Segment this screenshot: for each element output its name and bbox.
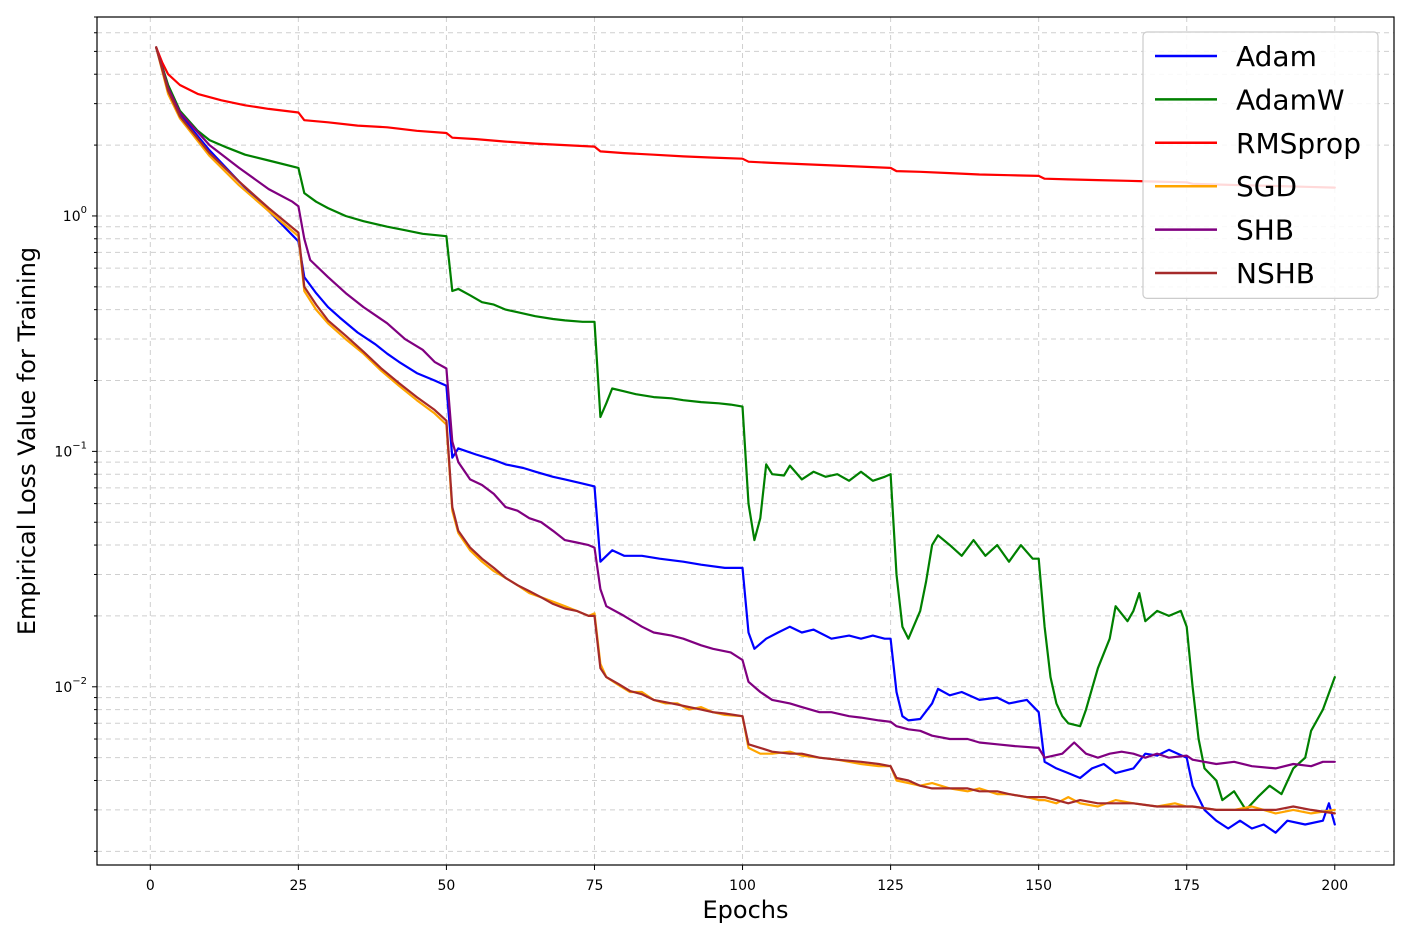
x-tick-label: 200 — [1321, 878, 1348, 894]
series-line-adamw — [155, 46, 1336, 811]
y-axis-title: Empirical Loss Value for Training — [13, 247, 41, 635]
legend-label: SGD — [1236, 170, 1297, 203]
series-line-rmsprop — [155, 46, 1336, 189]
x-tick-label: 75 — [586, 878, 604, 894]
x-tick-label: 100 — [729, 878, 756, 894]
legend-label: NSHB — [1236, 257, 1315, 290]
x-axis-title: Epochs — [703, 896, 789, 924]
legend-label: Adam — [1236, 40, 1317, 73]
axis-ticks: 0 25 50 75 100 125 150 175 200 100 10−1 10−2 — [54, 16, 1348, 894]
legend-label: AdamW — [1236, 83, 1345, 116]
x-tick-label: 25 — [289, 878, 307, 894]
x-tick-label: 125 — [877, 878, 904, 894]
legend-label: RMSprop — [1236, 127, 1361, 160]
legend: Adam AdamW RMSprop SGD SHB NSHB — [1142, 31, 1379, 299]
y-tick-label: 10−1 — [54, 440, 87, 460]
series-line-nshb — [155, 46, 1336, 815]
x-tick-label: 175 — [1173, 878, 1200, 894]
y-tick-label: 100 — [63, 205, 87, 225]
plot-frame — [96, 16, 1395, 866]
legend-label: SHB — [1236, 214, 1294, 247]
series-line-shb — [155, 46, 1336, 770]
y-tick-label: 10−2 — [54, 676, 87, 696]
series-lines — [155, 46, 1336, 834]
x-tick-label: 50 — [438, 878, 456, 894]
x-tick-label: 0 — [146, 878, 155, 894]
series-line-adam — [155, 46, 1336, 834]
x-tick-label: 150 — [1025, 878, 1052, 894]
